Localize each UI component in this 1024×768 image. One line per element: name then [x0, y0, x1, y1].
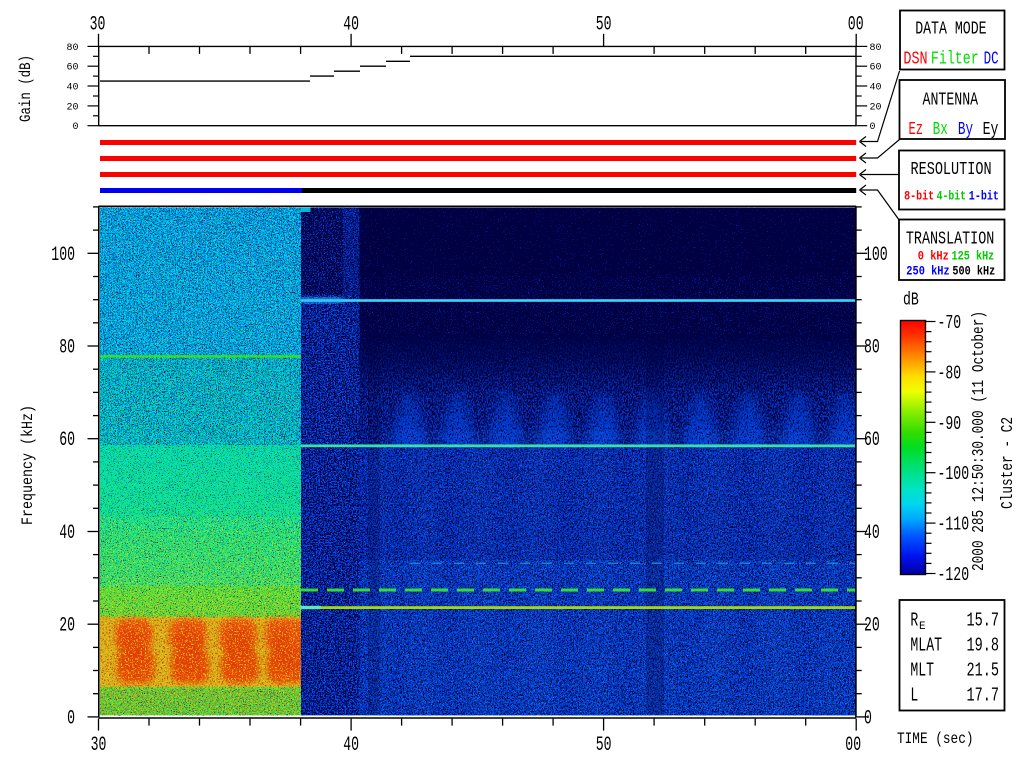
svg-text:40: 40 — [59, 522, 75, 545]
svg-text:100: 100 — [864, 244, 888, 267]
svg-text:0: 0 — [864, 707, 872, 730]
svg-text:80: 80 — [59, 337, 75, 360]
svg-text:DATA MODE: DATA MODE — [915, 20, 986, 40]
svg-text:dB: dB — [903, 291, 919, 311]
svg-text:19.8: 19.8 — [967, 635, 1000, 657]
svg-text:0: 0 — [67, 707, 75, 730]
svg-text:20: 20 — [864, 615, 880, 638]
svg-text:2000 285 12:50:30.000 (11 Octo: 2000 285 12:50:30.000 (11 October) — [970, 311, 989, 571]
svg-text:Cluster - C2: Cluster - C2 — [999, 417, 1018, 509]
svg-text:80: 80 — [864, 337, 880, 360]
svg-text:8-bit: 8-bit — [904, 190, 934, 204]
svg-text:20: 20 — [59, 615, 75, 638]
svg-text:-80: -80 — [938, 362, 962, 384]
svg-text:125 kHz: 125 kHz — [952, 250, 995, 264]
svg-text:40: 40 — [343, 734, 359, 757]
svg-text:-90: -90 — [938, 413, 962, 435]
svg-text:60: 60 — [59, 429, 75, 452]
svg-text:TIME (sec): TIME (sec) — [897, 730, 974, 748]
svg-text:-100: -100 — [938, 463, 970, 485]
svg-text:4-bit: 4-bit — [937, 190, 966, 204]
svg-text:-110: -110 — [938, 514, 970, 536]
svg-text:0 kHz: 0 kHz — [918, 250, 949, 264]
svg-text:60: 60 — [870, 63, 882, 74]
svg-text:DC: DC — [984, 50, 999, 70]
svg-text:40: 40 — [870, 83, 882, 94]
svg-text:Filter: Filter — [931, 50, 979, 70]
svg-text:50: 50 — [596, 734, 612, 757]
svg-text:Ey: Ey — [983, 120, 999, 140]
svg-text:21.5: 21.5 — [967, 659, 1000, 681]
svg-text:40: 40 — [864, 522, 880, 545]
svg-text:500 kHz: 500 kHz — [952, 265, 995, 279]
svg-text:Bx: Bx — [933, 120, 948, 140]
svg-text:20: 20 — [870, 102, 882, 113]
svg-text:Frequency (kHz): Frequency (kHz) — [19, 405, 37, 525]
svg-text:20: 20 — [66, 102, 78, 113]
svg-text:00: 00 — [848, 14, 864, 37]
svg-text:100: 100 — [51, 244, 75, 267]
svg-text:17.7: 17.7 — [967, 684, 1000, 706]
svg-text:-70: -70 — [938, 312, 962, 334]
svg-text:40: 40 — [343, 14, 359, 37]
svg-text:MLAT: MLAT — [910, 635, 942, 657]
svg-text:40: 40 — [66, 83, 78, 94]
svg-text:RESOLUTION: RESOLUTION — [911, 160, 992, 180]
svg-text:-120: -120 — [938, 564, 970, 586]
svg-text:0: 0 — [72, 122, 78, 133]
svg-text:1-bit: 1-bit — [969, 190, 999, 204]
svg-text:Gain (dB): Gain (dB) — [17, 55, 35, 122]
svg-text:60: 60 — [864, 429, 880, 452]
svg-text:80: 80 — [870, 43, 882, 54]
svg-text:0: 0 — [870, 122, 876, 133]
svg-text:30: 30 — [90, 14, 106, 37]
svg-text:DSN: DSN — [903, 50, 927, 70]
svg-text:TRANSLATION: TRANSLATION — [906, 229, 994, 249]
svg-text:50: 50 — [596, 14, 612, 37]
svg-text:30: 30 — [91, 734, 107, 757]
svg-text:E: E — [919, 621, 926, 633]
svg-text:L: L — [910, 684, 918, 706]
svg-text:R: R — [910, 610, 918, 632]
svg-text:15.7: 15.7 — [967, 610, 1000, 632]
svg-text:Ez: Ez — [909, 120, 924, 140]
svg-text:MLT: MLT — [910, 659, 934, 681]
svg-text:60: 60 — [66, 63, 78, 74]
svg-text:250 kHz: 250 kHz — [906, 265, 949, 279]
svg-text:80: 80 — [66, 43, 78, 54]
svg-text:00: 00 — [845, 734, 861, 757]
svg-text:By: By — [958, 120, 973, 140]
svg-text:ANTENNA: ANTENNA — [923, 91, 979, 111]
